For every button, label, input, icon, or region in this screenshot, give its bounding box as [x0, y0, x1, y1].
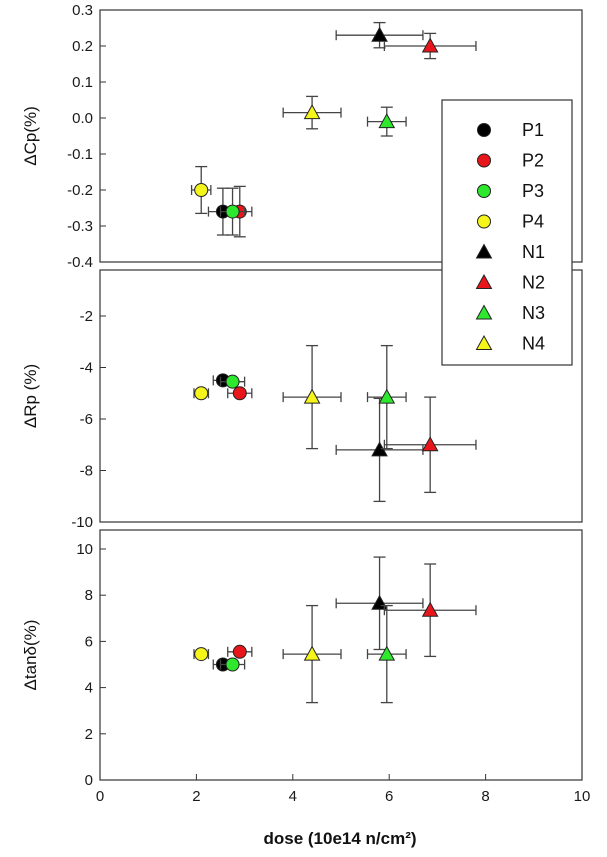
x-tick-label: 10 [574, 788, 591, 805]
y-tick-label: -8 [80, 463, 93, 480]
point-p3 [225, 657, 240, 672]
legend-marker-p1 [477, 123, 491, 137]
point-n3 [378, 113, 396, 129]
legend-marker-n2 [475, 273, 493, 289]
point-n2 [421, 37, 439, 53]
y-tick-label: -2 [80, 308, 93, 325]
legend-label-n2: N2 [522, 273, 545, 293]
point-n1 [371, 26, 388, 42]
y-tick-label: -0.2 [67, 182, 93, 199]
point-p2 [232, 644, 247, 659]
point-n4 [303, 104, 321, 120]
x-tick-label: 2 [192, 788, 200, 805]
legend-marker-p2 [477, 153, 491, 168]
point-n2 [421, 436, 439, 452]
y-axis-label: Δtanδ(%) [21, 620, 40, 691]
x-axis: 0 2 4 6 8 10 [96, 774, 591, 805]
x-tick-label: 8 [481, 788, 489, 805]
legend-marker-n4 [475, 334, 493, 350]
point-n4 [303, 388, 321, 404]
y-tick-label: 0.3 [72, 2, 93, 19]
x-tick-label: 4 [289, 788, 297, 805]
y-tick-label: 2 [85, 726, 93, 743]
y-tick-label: 0.1 [72, 74, 93, 91]
legend-box [441, 99, 573, 366]
y-tick-label: -10 [71, 514, 93, 531]
legend-label-p1: P1 [522, 120, 544, 140]
point-p3 [225, 374, 240, 389]
legend-marker-p4 [477, 214, 491, 229]
legend-label-p4: P4 [522, 212, 544, 232]
legend-marker-p3 [477, 184, 491, 198]
y-axis-label: ΔRp (%) [21, 364, 40, 428]
y-tick-label: -0.4 [67, 254, 93, 271]
panels: 0.3 0.2 0.1 0.0 -0.1 -0.2 -0.3 -0.4 ΔCp(%) -2 -4 -6… [21, 2, 583, 789]
x-axis-label: dose (10e14 n/cm²) [263, 829, 416, 848]
point-p4 [194, 183, 209, 197]
x-tick-label: 6 [385, 788, 393, 805]
panel-frame [99, 269, 583, 523]
legend-label-n4: N4 [522, 334, 545, 354]
point-p4 [194, 647, 209, 662]
y-tick-label: 0 [85, 772, 93, 789]
legend-label-n1: N1 [522, 242, 545, 262]
panel-frame [99, 9, 583, 263]
legend-marker-n3 [475, 304, 493, 320]
x-tick-label: 0 [96, 788, 104, 805]
y-tick-label: -0.3 [67, 218, 93, 235]
legend-label-p3: P3 [522, 181, 544, 201]
point-n3 [378, 388, 396, 404]
point-p2 [232, 386, 247, 401]
y-tick-label: 8 [85, 587, 93, 604]
y-tick-label: 0.0 [72, 110, 93, 127]
panel-2: -2 -4 -6 -8 -10 ΔRp (%) [21, 269, 583, 531]
point-p3 [225, 204, 240, 219]
y-tick-label: -0.1 [67, 146, 93, 163]
y-axis-label: ΔCp(%) [21, 106, 40, 166]
panel-frame [99, 529, 583, 781]
y-tick-label: 6 [85, 633, 93, 650]
y-tick-label: -4 [80, 360, 93, 377]
legend-marker-n1 [475, 243, 493, 259]
y-tick-label: 4 [85, 680, 93, 697]
y-tick-label: 0.2 [72, 38, 93, 55]
point-n2 [421, 601, 439, 617]
legend-label-n3: N3 [522, 303, 545, 323]
point-n4 [303, 645, 321, 661]
y-tick-label: 10 [76, 541, 93, 558]
legend-label-p2: P2 [522, 151, 544, 171]
legend: P1 P2 P3 P4 N1 N2 N3 N4 [441, 99, 573, 366]
panel-1: 0.3 0.2 0.1 0.0 -0.1 -0.2 -0.3 -0.4 ΔCp(%) [21, 2, 583, 271]
y-tick-label: -6 [80, 411, 93, 428]
point-p4 [194, 386, 209, 401]
panel-3: 10 8 6 4 2 0 Δtanδ(%) [21, 529, 583, 789]
point-n3 [378, 645, 396, 661]
